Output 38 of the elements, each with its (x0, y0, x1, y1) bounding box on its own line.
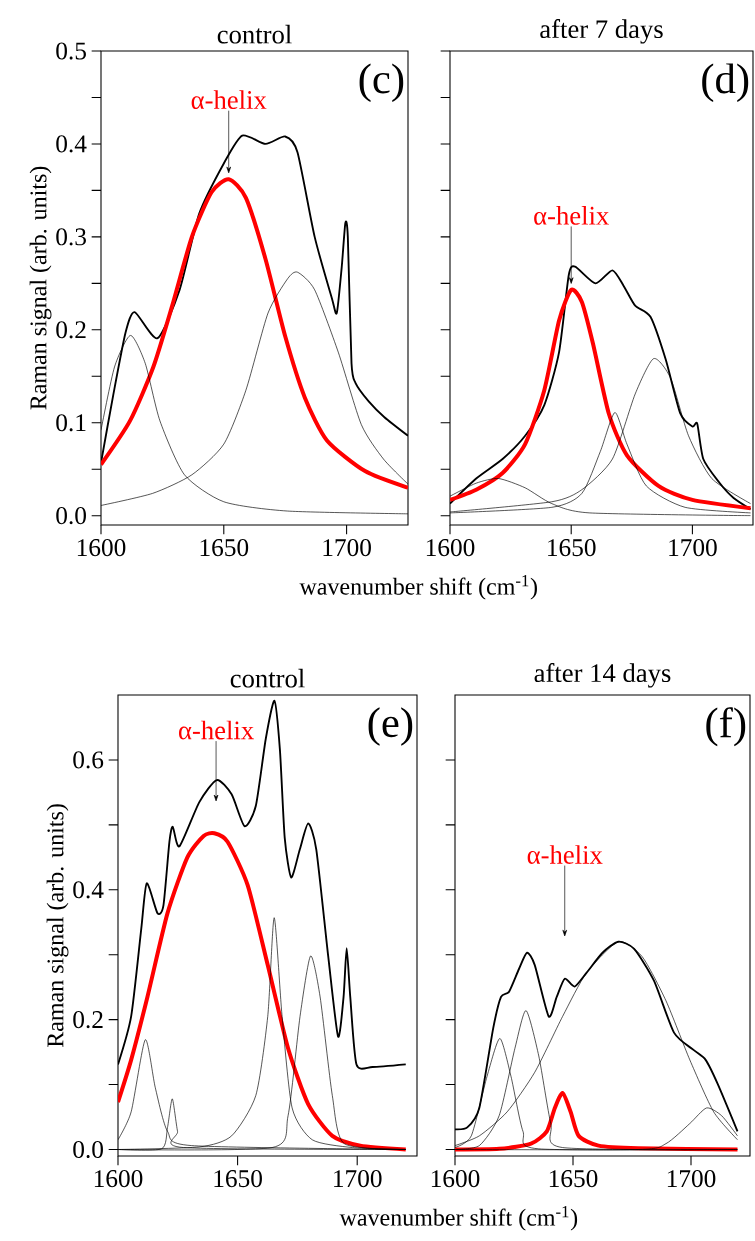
x-axis-title: wavenumber shift (cm$^{-1}$) (339, 1206, 578, 1231)
x-tick-label: 1700 (669, 539, 717, 557)
y-tick-label: 0.6 (73, 751, 104, 769)
annotation: (c) (359, 63, 404, 103)
chart-title: control (230, 668, 305, 688)
chart-title: after 7 days (540, 19, 663, 44)
annotation: (d) (702, 63, 749, 103)
y-tick-label: 0.4 (56, 135, 87, 153)
y-tick-label: 0.0 (73, 1140, 103, 1159)
annotation: α-helix (534, 206, 609, 225)
annotation: α-helix (179, 720, 254, 740)
y-axis-title: Raman signal (arb. units) (46, 804, 69, 1048)
x-tick-label: 1700 (323, 539, 371, 557)
annotation: α-helix (191, 90, 267, 110)
annotation: (f) (706, 707, 746, 747)
x-tick-label: 1700 (667, 1170, 716, 1188)
x-tick-label: 1650 (548, 539, 596, 557)
annotation: α-helix (527, 845, 603, 864)
x-tick-label: 1600 (431, 1170, 480, 1188)
chart-title: control (217, 24, 292, 44)
x-tick-label: 1650 (200, 539, 249, 557)
x-tick-label: 1650 (549, 1170, 598, 1188)
y-tick-label: 0.5 (56, 42, 86, 60)
y-axis-title: Raman signal (arb. units) (29, 166, 52, 410)
y-tick-label: 0.2 (73, 1011, 103, 1029)
y-tick-label: 0.4 (73, 881, 104, 899)
chart-title: after 14 days (534, 663, 671, 688)
y-tick-label: 0.0 (56, 507, 86, 525)
x-tick-label: 1600 (426, 539, 475, 557)
x-tick-label: 1700 (334, 1170, 382, 1188)
x-tick-label: 1600 (77, 539, 126, 557)
x-tick-label: 1650 (214, 1170, 262, 1188)
annotation: (e) (368, 707, 413, 746)
x-axis-title: wavenumber shift (cm$^{-1}$) (299, 575, 537, 600)
x-tick-label: 1600 (94, 1170, 143, 1188)
y-tick-label: 0.2 (56, 321, 86, 339)
y-tick-label: 0.3 (56, 228, 86, 246)
y-tick-label: 0.1 (56, 414, 86, 432)
